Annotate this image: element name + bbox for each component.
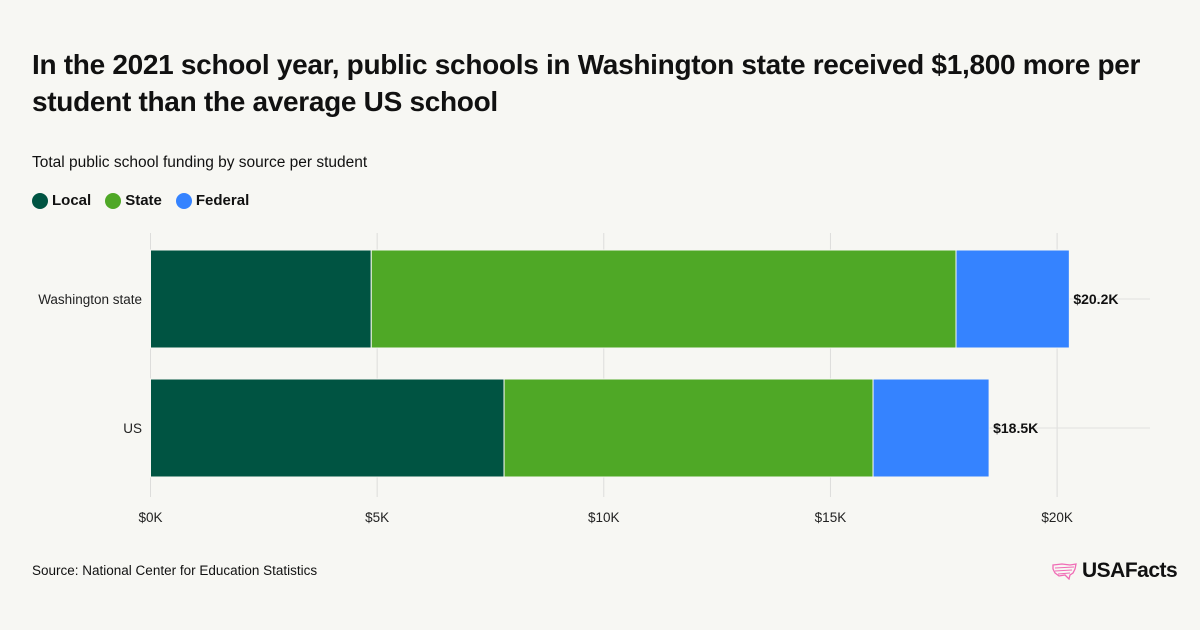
x-tick-label: $20K <box>1041 510 1073 525</box>
chart-subtitle: Total public school funding by source pe… <box>32 154 368 171</box>
x-tick-label: $0K <box>138 510 162 525</box>
y-category-label: Washington state <box>38 292 142 307</box>
source-note: Source: National Center for Education St… <box>32 563 318 578</box>
legend-swatch <box>175 192 192 209</box>
total-data-label: $18.5K <box>993 420 1038 436</box>
legend: Local State Federal <box>32 192 249 209</box>
x-tick-label: $5K <box>365 510 389 525</box>
bar-state <box>370 249 957 349</box>
legend-swatch <box>32 192 48 209</box>
chart-title: In the 2021 school year, public schools … <box>32 49 1141 117</box>
bar-federal <box>955 249 1070 349</box>
legend-label: Local <box>52 192 92 209</box>
legend-swatch <box>105 192 122 209</box>
bar-local <box>150 378 505 478</box>
bar-federal <box>872 378 990 478</box>
legend-item-federal: Federal <box>175 192 250 209</box>
us-map-icon <box>1052 563 1077 580</box>
legend-item-local: Local <box>32 192 91 209</box>
bar-state <box>503 378 874 478</box>
y-category-label: US <box>123 421 142 436</box>
bar-local <box>150 249 372 349</box>
x-tick-label: $10K <box>588 510 620 525</box>
total-data-label: $20.2K <box>1073 291 1118 307</box>
legend-label: State <box>125 192 162 209</box>
legend-item-state: State <box>105 192 162 209</box>
usafacts-logo: USAFacts <box>1052 559 1178 583</box>
legend-label: Federal <box>195 192 250 209</box>
x-tick-label: $15K <box>815 510 847 525</box>
logo-text: USAFacts <box>1082 559 1178 582</box>
